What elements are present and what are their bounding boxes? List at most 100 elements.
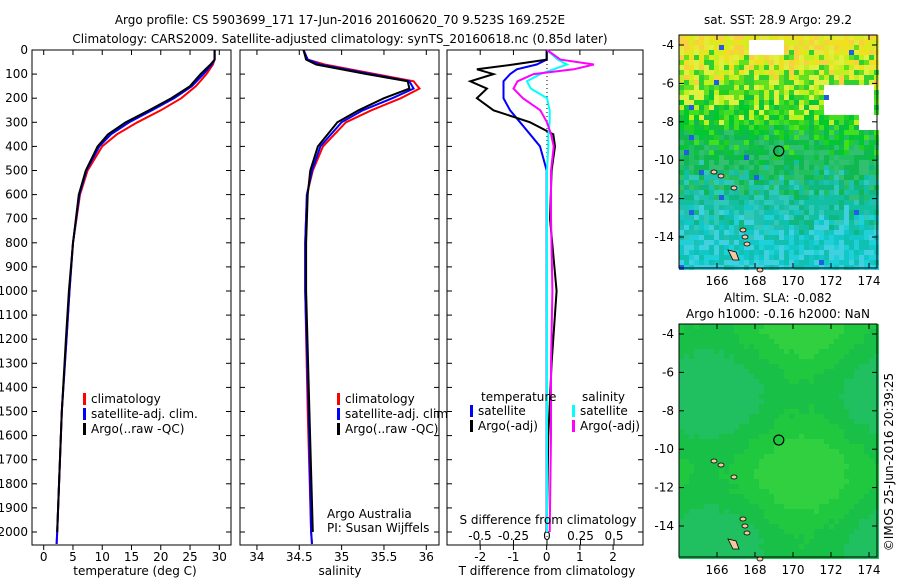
map-cell <box>779 120 784 125</box>
map-cell <box>684 529 689 534</box>
map-cell <box>729 105 734 110</box>
map-cell <box>784 484 789 489</box>
map-cell <box>744 489 749 494</box>
map-cell <box>769 175 774 180</box>
map-cell <box>719 394 724 399</box>
map-cell <box>869 389 874 394</box>
map-cell <box>814 90 819 95</box>
map-cell <box>724 125 729 130</box>
map-cell <box>689 255 694 260</box>
map-cell <box>719 439 724 444</box>
map-cell <box>774 424 779 429</box>
map-cell <box>739 230 744 235</box>
map-cell <box>859 140 864 145</box>
map-cell <box>714 489 719 494</box>
map-cell <box>744 514 749 519</box>
map-cell <box>739 145 744 150</box>
map-cell <box>754 175 759 180</box>
lon-tick-label: 166 <box>706 563 729 577</box>
map-cell <box>714 95 719 100</box>
map-cell <box>854 454 859 459</box>
map-cell <box>789 90 794 95</box>
map-cell <box>844 404 849 409</box>
map-cell <box>864 110 869 115</box>
map-cell <box>679 155 684 160</box>
map-cell <box>684 260 689 265</box>
map-cell <box>869 170 874 175</box>
island <box>717 462 725 468</box>
map-cell <box>789 519 794 524</box>
map-cell <box>824 60 829 65</box>
map-cell <box>769 439 774 444</box>
map-cell <box>784 359 789 364</box>
map-cell <box>849 160 854 165</box>
map-cell <box>804 160 809 165</box>
map-cell <box>834 399 839 404</box>
map-cell <box>829 240 834 245</box>
map-cell <box>704 379 709 384</box>
map-cell <box>704 140 709 145</box>
map-cell <box>834 200 839 205</box>
map-cell <box>859 260 864 265</box>
map-cell <box>714 364 719 369</box>
map-cell <box>799 489 804 494</box>
map-cell <box>849 130 854 135</box>
map-cell <box>719 339 724 344</box>
map-cell <box>774 439 779 444</box>
map-cell <box>859 389 864 394</box>
map-cell <box>794 549 799 554</box>
map-cell <box>774 185 779 190</box>
map-cell <box>804 379 809 384</box>
map-cell <box>859 464 864 469</box>
map-cell <box>784 534 789 539</box>
map-cell <box>809 449 814 454</box>
map-cell <box>774 329 779 334</box>
map-cell <box>799 369 804 374</box>
map-cell <box>754 364 759 369</box>
map-cell <box>714 379 719 384</box>
sst-map-title: sat. SST: 28.9 Argo: 29.2 <box>704 13 852 27</box>
map-cell <box>714 384 719 389</box>
map-cell <box>784 180 789 185</box>
map-cell <box>789 85 794 90</box>
map-cell <box>679 439 684 444</box>
map-cell <box>769 404 774 409</box>
map-cell <box>714 60 719 65</box>
map-cell <box>774 120 779 125</box>
map-cell <box>844 454 849 459</box>
map-cell <box>769 444 774 449</box>
map-cell <box>749 479 754 484</box>
map-cell <box>844 250 849 255</box>
map-cell <box>824 170 829 175</box>
map-cell <box>829 464 834 469</box>
map-cell <box>759 50 764 55</box>
map-cell <box>769 90 774 95</box>
map-cell <box>814 544 819 549</box>
map-cell <box>709 105 714 110</box>
map-cell <box>859 514 864 519</box>
map-cell <box>804 329 809 334</box>
map-cell <box>689 130 694 135</box>
map-cell <box>809 40 814 45</box>
map-cell <box>819 534 824 539</box>
map-cell <box>704 170 709 175</box>
map-cell <box>794 394 799 399</box>
map-cell <box>804 524 809 529</box>
map-cell <box>719 40 724 45</box>
map-cell <box>754 464 759 469</box>
map-cell <box>679 389 684 394</box>
map-cell <box>839 125 844 130</box>
map-cell <box>784 539 789 544</box>
map-cell <box>729 45 734 50</box>
map-cell <box>809 255 814 260</box>
map-cell <box>804 474 809 479</box>
map-cell <box>839 449 844 454</box>
map-cell <box>764 115 769 120</box>
map-cell <box>764 260 769 265</box>
map-cell <box>699 394 704 399</box>
map-cell <box>754 180 759 185</box>
map-cell <box>839 220 844 225</box>
map-cell <box>704 185 709 190</box>
map-cell <box>819 499 824 504</box>
map-cell <box>814 384 819 389</box>
